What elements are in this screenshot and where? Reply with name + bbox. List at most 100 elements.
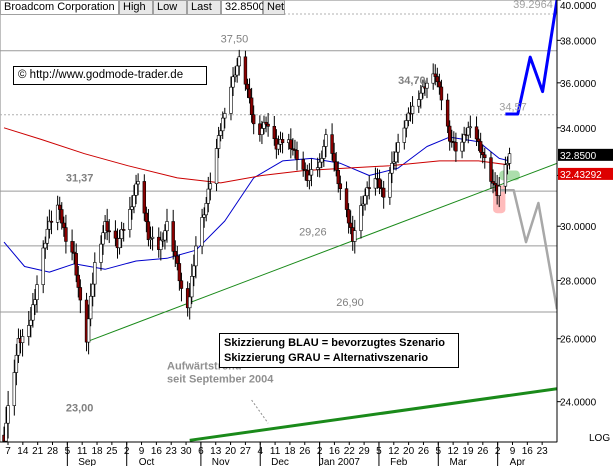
price-tag <box>558 167 613 180</box>
price-candle <box>468 126 473 129</box>
y-tick-label: 38.0000 <box>560 36 597 47</box>
price-candle <box>150 236 155 239</box>
x-tick-label: 16 <box>522 446 534 457</box>
price-candle <box>324 134 328 147</box>
x-tick-label: 11 <box>270 446 281 457</box>
price-annotation: 26,90 <box>336 297 364 309</box>
price-candle <box>307 174 312 181</box>
price-candle <box>177 263 182 282</box>
price-candle <box>47 220 52 230</box>
price-annotation: 37,50 <box>221 33 249 45</box>
copyright-notice: © http://www.godmode-trader.de <box>13 66 207 85</box>
y-tick-label: 40.0000 <box>560 1 597 12</box>
x-month-label: Feb <box>390 457 408 466</box>
y-tick-label: 24.0000 <box>560 398 597 409</box>
price-candle <box>161 239 165 242</box>
price-candle <box>70 241 74 253</box>
x-tick-label: 14 <box>17 446 29 457</box>
price-candle <box>206 188 210 204</box>
price-candle <box>20 336 25 344</box>
price-candle <box>247 88 252 99</box>
x-tick-label: 16 <box>329 446 341 457</box>
price-candle <box>159 239 163 250</box>
x-tick-label: 20 <box>225 446 237 457</box>
price-candle <box>344 188 349 210</box>
price-candle <box>437 81 442 88</box>
price-candle <box>107 230 111 233</box>
low-label: Low <box>153 0 187 15</box>
price-candle <box>200 217 204 247</box>
price-candle <box>251 114 256 125</box>
price-candle <box>361 203 365 206</box>
x-month-label: Mar <box>449 457 467 466</box>
price-annotation: 34,57 <box>499 102 527 114</box>
price-candle <box>117 238 122 249</box>
x-tick-label: 12 <box>388 446 400 457</box>
price-candle <box>208 183 213 190</box>
price-candle <box>431 73 435 84</box>
price-candle <box>144 212 149 223</box>
instrument-name: Broadcom Corporation <box>0 0 119 15</box>
price-candle <box>334 161 338 171</box>
price-candle <box>280 139 285 144</box>
price-candle <box>16 338 21 356</box>
price-tag-label: 32.43292 <box>560 170 602 181</box>
price-candle <box>318 161 322 168</box>
price-candle <box>119 229 124 239</box>
price-candle <box>505 163 510 165</box>
price-candle <box>72 251 76 254</box>
y-tick-label: 26.0000 <box>560 335 597 346</box>
price-candle <box>462 134 466 143</box>
price-candle <box>35 284 39 300</box>
price-candle <box>148 238 153 241</box>
price-candle <box>218 130 223 136</box>
price-candle <box>142 181 147 214</box>
y-scale-label: LOG <box>589 433 610 444</box>
price-tag-label: 32.8500 <box>560 151 597 162</box>
price-candle <box>359 205 363 231</box>
x-month-label: Sep <box>78 457 96 466</box>
price-candle <box>507 153 512 164</box>
price-candle <box>406 112 411 121</box>
price-candle <box>74 253 78 276</box>
x-tick-label: 26 <box>477 446 489 457</box>
x-tick-label: 29 <box>359 446 371 457</box>
price-candle <box>332 153 336 163</box>
price-candle <box>264 121 268 125</box>
price-candle <box>392 161 396 164</box>
last-value: 32.8500 <box>221 0 265 15</box>
price-candle <box>58 204 62 210</box>
x-tick-label: 26 <box>418 446 430 457</box>
price-candle <box>390 162 394 174</box>
x-month-label: Jan 2007 <box>319 457 361 466</box>
price-candle <box>235 65 239 76</box>
price-candle <box>448 125 452 142</box>
ma-line-blue <box>3 136 510 273</box>
y-tick-label: 30.0000 <box>560 222 597 233</box>
price-candle <box>419 92 423 100</box>
price-candle <box>221 117 225 132</box>
price-candle <box>346 209 351 224</box>
scenario-blue-path <box>505 0 557 116</box>
x-tick-label: 9 <box>139 446 145 457</box>
x-tick-label: 9 <box>510 446 516 457</box>
price-candle <box>348 222 353 228</box>
price-candle <box>330 134 334 154</box>
x-month-label: Nov <box>212 457 230 466</box>
price-candle <box>188 296 192 309</box>
price-candle <box>128 209 132 230</box>
price-annotation: 34,70 <box>398 75 426 87</box>
price-candle <box>60 209 64 224</box>
x-tick-label: 18 <box>284 446 296 457</box>
price-candle <box>204 203 208 216</box>
price-annotation: 31,37 <box>66 173 94 185</box>
price-candle <box>99 243 103 263</box>
price-candle <box>260 128 264 135</box>
price-candle <box>433 73 437 77</box>
price-candle <box>190 276 194 298</box>
trend-note-line2: seit September 2004 <box>167 373 274 385</box>
trend-note-pointer <box>251 399 269 424</box>
price-candle <box>113 230 118 239</box>
price-candle <box>445 99 450 127</box>
